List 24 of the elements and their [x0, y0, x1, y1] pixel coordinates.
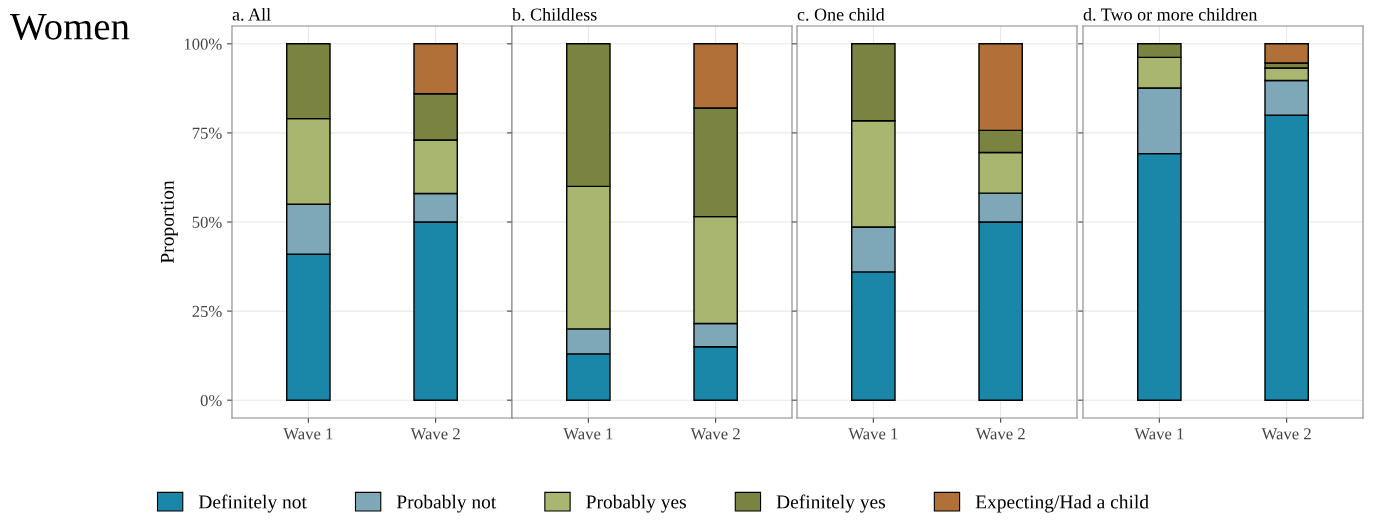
- legend-label: Definitely not: [198, 494, 307, 513]
- legend-label: Probably yes: [586, 494, 686, 513]
- y-tick-label: 25%: [192, 305, 222, 318]
- y-tick-label: 50%: [192, 216, 222, 228]
- chart-title: a. All: [232, 7, 271, 21]
- y-tick-label: 0%: [200, 394, 222, 407]
- y-axis-title: Proportion: [160, 180, 178, 264]
- legend-label: Probably not: [396, 494, 497, 513]
- chart-title: c. One child: [797, 7, 885, 21]
- x-tick-label: Wave 2: [975, 428, 1025, 440]
- x-tick-label: Wave 2: [410, 428, 460, 440]
- x-tick-label: Wave 1: [283, 428, 333, 440]
- x-tick-label: Wave 1: [848, 428, 898, 440]
- chart-title: b. Childless: [512, 7, 597, 21]
- chart-title: d. Two or more children: [1083, 7, 1258, 21]
- x-tick-label: Wave 1: [563, 428, 613, 440]
- y-tick-label: 100%: [184, 38, 222, 50]
- legend-label: Expecting/Had a child: [975, 494, 1149, 513]
- x-tick-label: Wave 2: [690, 428, 740, 440]
- x-tick-label: Wave 2: [1261, 428, 1311, 440]
- y-tick-label: 75%: [192, 127, 222, 139]
- x-tick-label: Wave 1: [1134, 428, 1184, 440]
- text: Women: [10, 13, 130, 40]
- legend-label: Definitely yes: [776, 494, 886, 513]
